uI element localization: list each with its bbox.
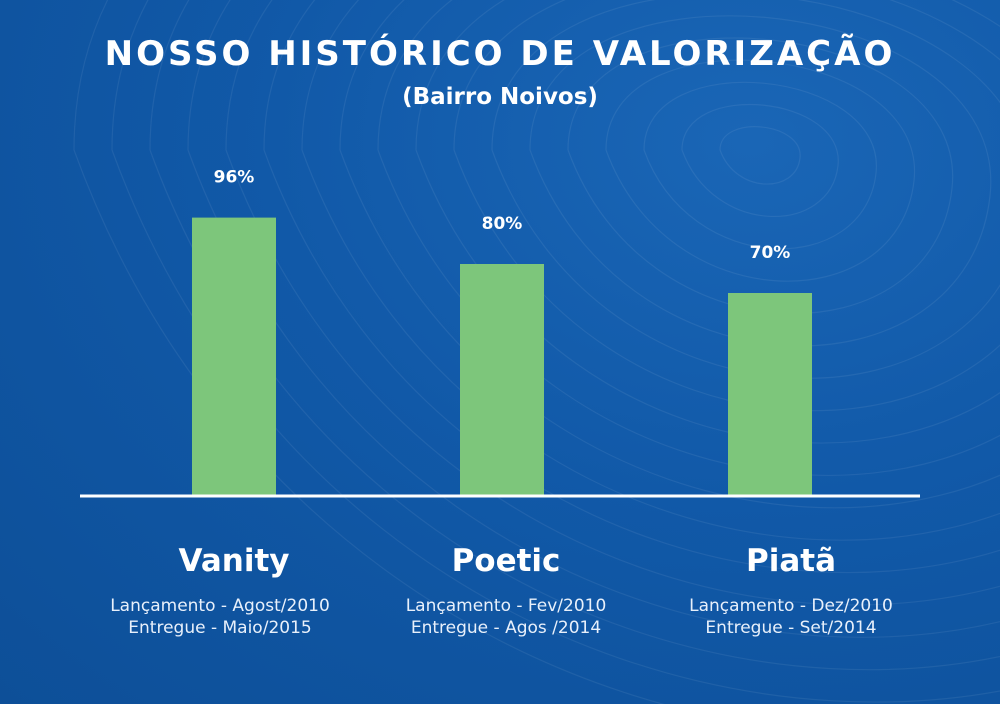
bar-piata: [728, 293, 812, 496]
contour-line: [681, 103, 839, 218]
value-label-vanity: 96%: [214, 168, 255, 188]
category-label-vanity: Vanity: [178, 543, 290, 579]
category-label-poetic: Poetic: [451, 543, 561, 579]
contour-line: [187, 0, 1000, 638]
contour-line: [719, 126, 801, 185]
contour-line: [111, 0, 1000, 703]
contour-line: [73, 0, 666, 704]
contour-line: [225, 0, 1000, 606]
contour-line: [643, 81, 877, 250]
category-label-piata: Piatã: [745, 543, 836, 579]
contour-line: [301, 0, 1000, 541]
delivery-date-poetic: Entregue - Agos /2014: [410, 618, 602, 638]
contour-line: [453, 0, 1000, 412]
launch-date-vanity: Lançamento - Agost/2010: [110, 596, 330, 616]
contour-line: [605, 59, 915, 282]
contour-line: [377, 0, 1000, 476]
delivery-date-vanity: Entregue - Maio/2015: [128, 618, 312, 638]
details-piata: Lançamento - Dez/2010 Entregue - Set/201…: [641, 595, 941, 639]
chart-title: NOSSO HISTÓRICO DE VALORIZAÇÃO: [104, 34, 896, 74]
bar-poetic: [460, 264, 544, 496]
contour-line: [491, 0, 1000, 379]
chart-subtitle: (Bairro Noivos): [402, 84, 598, 110]
contour-line: [567, 37, 954, 315]
value-label-poetic: 80%: [482, 214, 523, 234]
launch-date-poetic: Lançamento - Fev/2010: [405, 596, 607, 616]
contour-line: [415, 0, 1000, 444]
contour-line: [263, 0, 1000, 573]
details-vanity: Lançamento - Agost/2010 Entregue - Maio/…: [70, 595, 370, 639]
delivery-date-piata: Entregue - Set/2014: [705, 618, 877, 638]
contour-line: [339, 0, 1000, 509]
launch-date-piata: Lançamento - Dez/2010: [689, 596, 893, 616]
contour-line: [149, 0, 1000, 671]
contour-line: [529, 15, 992, 347]
bar-vanity: [192, 217, 276, 496]
value-label-piata: 70%: [750, 243, 791, 263]
details-poetic: Lançamento - Fev/2010 Entregue - Agos /2…: [356, 595, 656, 639]
